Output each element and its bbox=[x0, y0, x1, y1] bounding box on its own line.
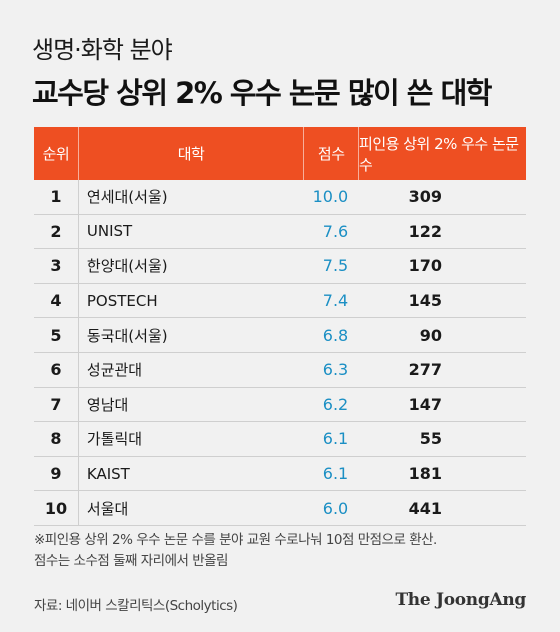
column-divider bbox=[77, 180, 79, 214]
footnote: ※피인용 상위 2% 우수 논문 수를 분야 교원 수로나눠 10점 만점으로 … bbox=[34, 530, 526, 572]
subtitle: 생명·화학 분야 bbox=[32, 36, 173, 64]
table-row: 2 UNIST 7.6 122 bbox=[34, 214, 526, 250]
publisher-logo: The JoongAng bbox=[395, 590, 526, 610]
paper-count-cell: 277 bbox=[408, 360, 442, 380]
column-divider bbox=[77, 352, 79, 387]
paper-count-cell: 90 bbox=[419, 325, 442, 345]
column-divider bbox=[77, 318, 79, 352]
column-divider bbox=[77, 127, 79, 180]
paper-count-cell: 55 bbox=[419, 429, 442, 449]
column-divider bbox=[77, 387, 79, 422]
score-cell: 6.0 bbox=[322, 498, 349, 518]
column-header-score: 점수 bbox=[317, 145, 345, 163]
university-cell: 가톨릭대 bbox=[86, 430, 143, 449]
university-cell: 연세대(서울) bbox=[86, 188, 168, 207]
university-cell: KAIST bbox=[86, 464, 130, 483]
university-cell: UNIST bbox=[86, 222, 133, 241]
rank-cell: 1 bbox=[50, 187, 62, 207]
rank-cell: 10 bbox=[44, 498, 68, 518]
column-divider bbox=[77, 214, 79, 249]
column-divider bbox=[77, 491, 79, 525]
rank-cell: 9 bbox=[50, 464, 62, 484]
paper-count-cell: 122 bbox=[408, 221, 442, 241]
rank-cell: 6 bbox=[50, 360, 62, 380]
paper-count-cell: 309 bbox=[408, 187, 442, 207]
rank-cell: 8 bbox=[50, 429, 62, 449]
column-divider bbox=[358, 127, 360, 180]
table-row: 1 연세대(서울) 10.0 309 bbox=[34, 180, 526, 215]
column-divider bbox=[77, 283, 79, 318]
university-cell: 성균관대 bbox=[86, 361, 143, 380]
paper-count-cell: 170 bbox=[408, 256, 442, 276]
rank-cell: 7 bbox=[50, 394, 62, 414]
score-cell: 7.5 bbox=[322, 256, 349, 276]
column-divider bbox=[77, 249, 79, 283]
ranking-table: 순위 대학 점수 피인용 상위 2% 우수 논문 수 1 연세대(서울) 10.… bbox=[34, 127, 526, 526]
university-cell: 한양대(서울) bbox=[86, 257, 168, 276]
university-cell: POSTECH bbox=[86, 291, 158, 310]
table-row: 5 동국대(서울) 6.8 90 bbox=[34, 318, 526, 353]
score-cell: 10.0 bbox=[312, 187, 349, 207]
paper-count-cell: 441 bbox=[408, 498, 442, 518]
rank-cell: 4 bbox=[50, 291, 62, 311]
column-header-university: 대학 bbox=[177, 145, 205, 163]
paper-count-cell: 145 bbox=[408, 291, 442, 311]
score-cell: 6.1 bbox=[322, 429, 349, 449]
table-row: 10 서울대 6.0 441 bbox=[34, 491, 526, 526]
column-header-rank: 순위 bbox=[42, 145, 70, 163]
rank-cell: 3 bbox=[50, 256, 62, 276]
paper-count-cell: 147 bbox=[408, 394, 442, 414]
score-cell: 6.8 bbox=[322, 325, 349, 345]
score-cell: 6.3 bbox=[322, 360, 349, 380]
table-row: 7 영남대 6.2 147 bbox=[34, 387, 526, 423]
page-title: 교수당 상위 2% 우수 논문 많이 쓴 대학 bbox=[32, 76, 492, 110]
score-cell: 7.4 bbox=[322, 291, 349, 311]
university-cell: 영남대 bbox=[86, 395, 129, 414]
column-divider bbox=[77, 456, 79, 491]
score-cell: 7.6 bbox=[322, 221, 349, 241]
column-header-paper-count: 피인용 상위 2% 우수 논문 수 bbox=[359, 134, 519, 174]
paper-count-cell: 181 bbox=[408, 464, 442, 484]
table-row: 6 성균관대 6.3 277 bbox=[34, 352, 526, 388]
score-cell: 6.1 bbox=[322, 464, 349, 484]
score-cell: 6.2 bbox=[322, 394, 349, 414]
column-divider bbox=[303, 127, 305, 180]
university-cell: 동국대(서울) bbox=[86, 326, 168, 345]
university-cell: 서울대 bbox=[86, 499, 129, 518]
table-row: 8 가톨릭대 6.1 55 bbox=[34, 422, 526, 457]
source-credit: 자료: 네이버 스칼리틱스(Scholytics) bbox=[34, 598, 238, 614]
table-row: 9 KAIST 6.1 181 bbox=[34, 456, 526, 492]
column-divider bbox=[77, 422, 79, 456]
footnote-line: 점수는 소수점 둘째 자리에서 반올림 bbox=[34, 553, 228, 569]
rank-cell: 5 bbox=[50, 325, 62, 345]
rank-cell: 2 bbox=[50, 221, 62, 241]
table-header: 순위 대학 점수 피인용 상위 2% 우수 논문 수 bbox=[34, 127, 526, 180]
table-row: 3 한양대(서울) 7.5 170 bbox=[34, 249, 526, 284]
footnote-line: ※피인용 상위 2% 우수 논문 수를 분야 교원 수로나눠 10점 만점으로 … bbox=[34, 532, 437, 548]
table-row: 4 POSTECH 7.4 145 bbox=[34, 283, 526, 319]
